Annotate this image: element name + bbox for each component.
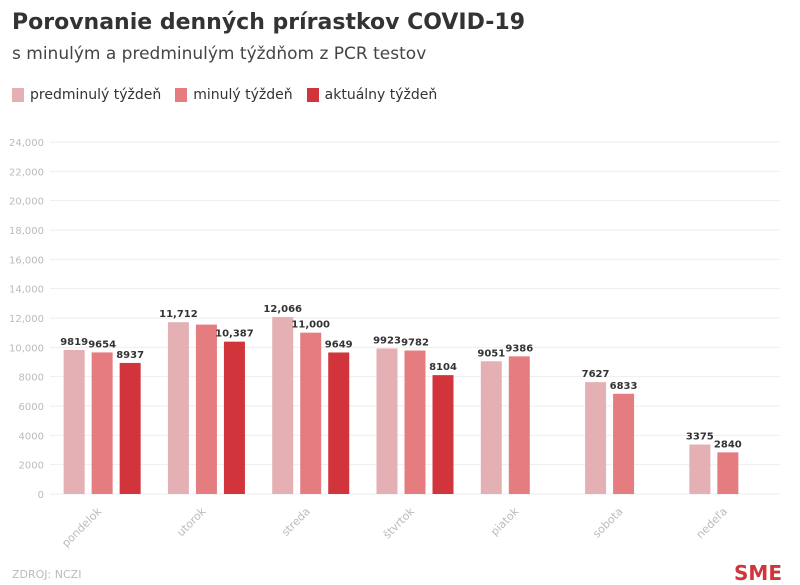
data-label: 9386 <box>505 343 533 354</box>
data-label: 10,387 <box>215 329 254 340</box>
bar <box>689 444 711 494</box>
y-tick-label: 10,000 <box>9 343 44 354</box>
data-label: 12,066 <box>263 304 302 315</box>
x-tick-label: streda <box>279 505 313 539</box>
bar <box>480 361 502 494</box>
x-tick-label: pondelok <box>59 504 104 549</box>
legend-swatch <box>175 88 188 102</box>
bar <box>432 375 454 494</box>
bar <box>508 356 530 494</box>
chart-title: Porovnanie denných prírastkov COVID-19 <box>12 10 526 35</box>
y-tick-label: 20,000 <box>9 197 44 208</box>
bar <box>404 350 426 494</box>
legend-item: predminulý týždeň <box>12 87 161 103</box>
bar <box>167 322 189 494</box>
bar <box>376 348 398 494</box>
legend-label: predminulý týždeň <box>30 87 162 103</box>
bar <box>328 352 350 494</box>
data-label: 9649 <box>325 339 353 350</box>
bar <box>223 341 245 494</box>
data-label: 9923 <box>373 335 401 346</box>
data-label: 6833 <box>610 381 638 392</box>
legend-label: minulý týždeň <box>193 87 293 103</box>
x-tick-label: štvrtok <box>381 504 418 541</box>
y-tick-label: 18,000 <box>9 226 44 237</box>
bar <box>272 317 294 494</box>
y-tick-label: 16,000 <box>9 255 44 266</box>
y-tick-label: 6000 <box>19 402 44 413</box>
data-label: 11,712 <box>159 309 198 320</box>
x-tick-label: piatok <box>488 504 522 538</box>
data-label: 8104 <box>429 362 457 373</box>
bar <box>195 324 217 494</box>
data-label: 9051 <box>477 348 505 359</box>
bar <box>119 362 141 494</box>
x-tick-label: nedeľa <box>694 505 730 541</box>
data-label: 7627 <box>582 369 610 380</box>
data-label: 9782 <box>401 338 429 349</box>
bar <box>717 452 739 494</box>
sme-logo: SME <box>734 561 782 585</box>
bar <box>63 349 85 494</box>
source-note: ZDROJ: NCZI <box>12 568 82 581</box>
data-label: 9654 <box>88 339 116 350</box>
legend-item: minulý týždeň <box>175 87 293 103</box>
y-tick-label: 8000 <box>19 373 44 384</box>
bar <box>300 332 322 494</box>
data-label: 2840 <box>714 439 742 450</box>
data-label: 11,000 <box>291 320 330 331</box>
legend-swatch <box>306 88 319 102</box>
data-label: 3375 <box>686 432 714 443</box>
bar <box>585 382 607 494</box>
y-tick-label: 14,000 <box>9 285 44 296</box>
bar <box>613 393 635 494</box>
legend-label: aktuálny týždeň <box>324 87 438 103</box>
y-tick-label: 22,000 <box>9 167 44 178</box>
chart-subtitle: s minulým a predminulým týždňom z PCR te… <box>12 44 427 64</box>
y-tick-label: 12,000 <box>9 314 44 325</box>
data-label: 9819 <box>60 337 88 348</box>
x-tick-label: utorok <box>174 504 209 539</box>
y-tick-label: 4000 <box>19 431 44 442</box>
legend-item: aktuálny týždeň <box>306 87 438 103</box>
y-tick-label: 0 <box>38 490 44 501</box>
y-tick-label: 2000 <box>19 461 44 472</box>
y-tick-label: 24,000 <box>9 138 44 149</box>
legend: predminulý týždeň minulý týždeň aktuálny… <box>12 87 437 103</box>
x-tick-label: sobota <box>590 505 626 541</box>
bar <box>91 352 113 494</box>
legend-swatch <box>12 88 24 102</box>
data-label: 8937 <box>116 350 144 361</box>
